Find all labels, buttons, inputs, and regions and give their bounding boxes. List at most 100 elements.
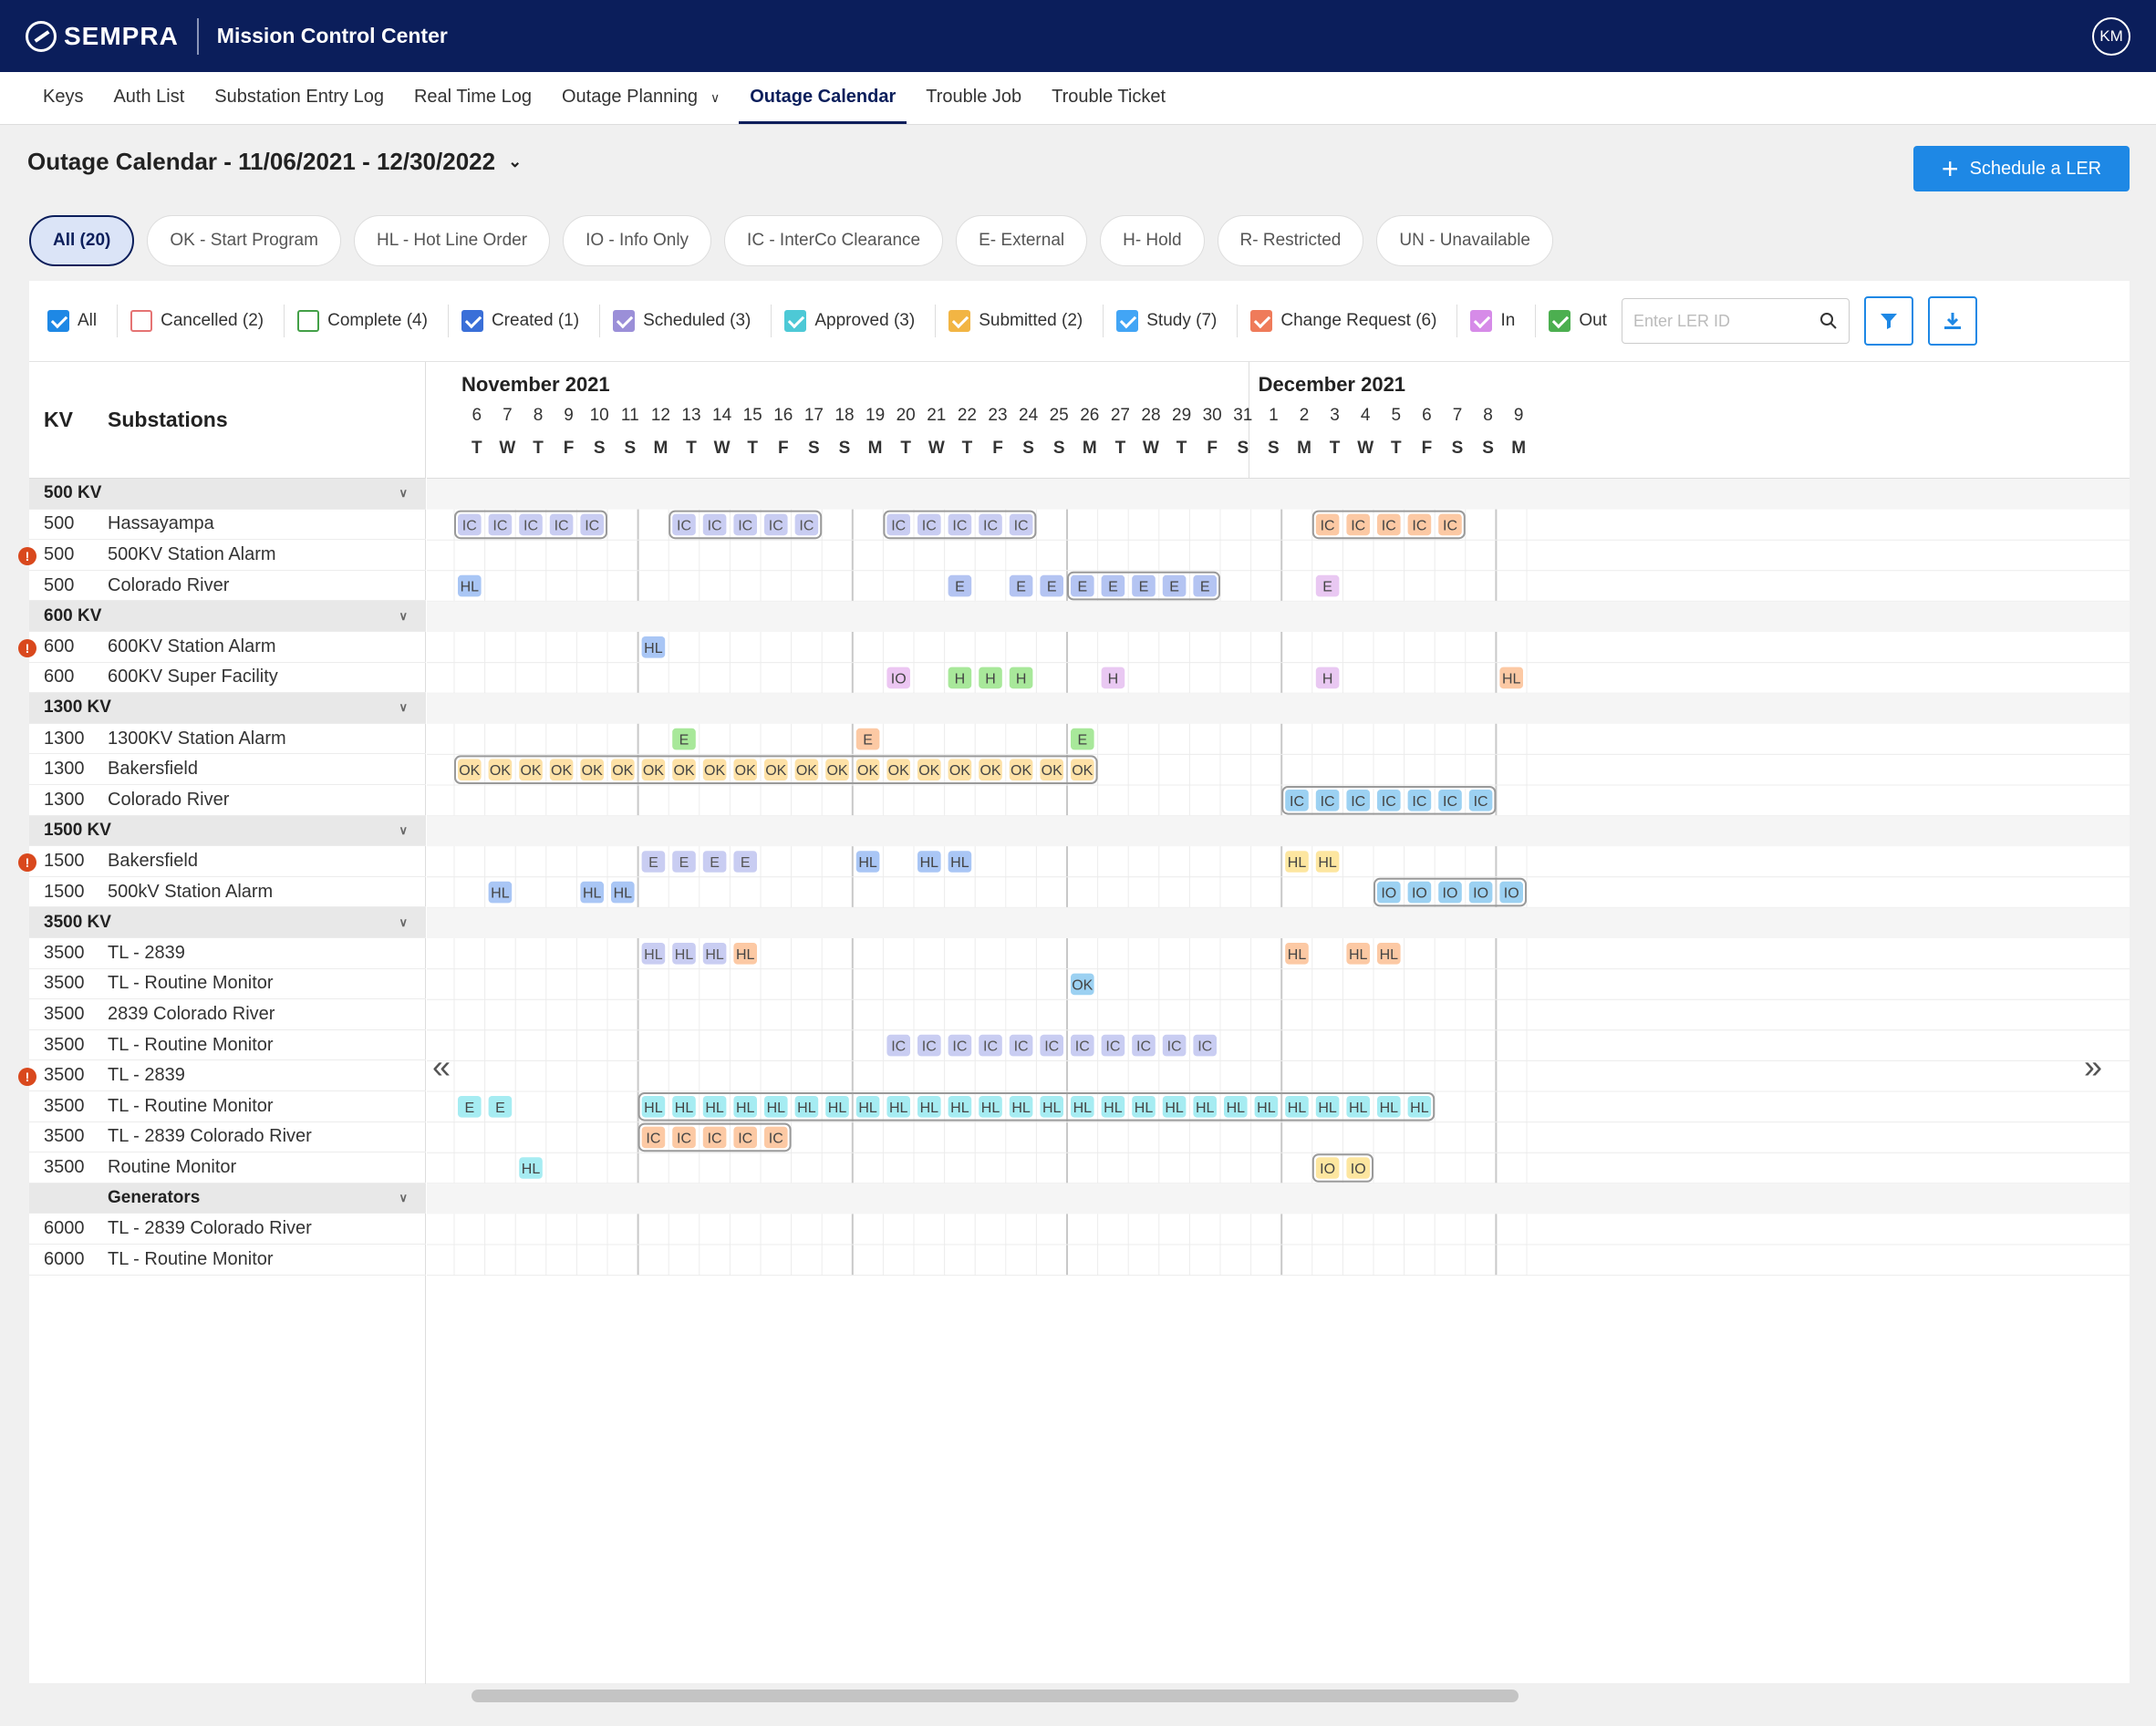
type-pill-e-external[interactable]: E- External [956,215,1088,266]
checkbox[interactable] [1250,310,1273,332]
nav-tab-real-time-log[interactable]: Real Time Log [414,73,532,124]
substation-name: TL - Routine Monitor [108,1095,274,1116]
substation-name: Routine Monitor [108,1156,237,1177]
schedule-ler-button[interactable]: + Schedule a LER [1913,146,2130,191]
outage-chip-label: OK [520,763,541,779]
checkbox[interactable] [1116,310,1139,332]
day-weekday: S [1482,439,1494,458]
checkbox[interactable] [1470,310,1493,332]
substation-row[interactable]: 3500 TL - Routine Monitor [29,969,426,1000]
calendar-range-selector[interactable]: Outage Calendar - 11/06/2021 - 12/30/202… [27,148,522,176]
substation-row[interactable]: 6000 TL - Routine Monitor [29,1245,426,1276]
checkbox[interactable] [1549,310,1571,332]
substation-name: TL - Routine Monitor [108,1034,274,1055]
nav-tab-trouble-ticket[interactable]: Trouble Ticket [1052,73,1166,124]
type-pill-h-hold[interactable]: H- Hold [1100,215,1205,266]
group-row-1500-kv[interactable]: 1500 KV ∨ [29,815,426,847]
outage-chip-h [1009,667,1033,689]
status-filter-change-request-6[interactable]: Change Request (6) [1250,310,1436,332]
substation-row[interactable]: 3500 TL - Routine Monitor [29,1091,426,1122]
outage-chip-label: HL [950,1101,969,1116]
scroll-right-icon[interactable]: » [2084,1048,2103,1085]
substation-row[interactable]: ! 500 500KV Station Alarm [18,540,426,571]
substation-row[interactable]: 3500 2839 Colorado River [29,999,426,1030]
sempra-logo[interactable]: SEMPRA [26,20,179,52]
type-pill-r-restricted[interactable]: R- Restricted [1217,215,1364,266]
substation-row[interactable]: 3500 TL - Routine Monitor [29,1030,426,1061]
substation-row[interactable]: 3500 TL - 2839 [29,938,426,969]
status-filter-study-7[interactable]: Study (7) [1116,310,1217,332]
status-filter-out[interactable]: Out [1549,310,1607,332]
group-row-3500-kv[interactable]: 3500 KV ∨ [29,907,426,938]
substation-row[interactable]: 1300 Bakersfield [29,754,426,785]
status-filter-complete-4[interactable]: Complete (4) [297,310,428,332]
horizontal-scrollbar[interactable] [472,1690,1519,1702]
substation-row[interactable]: 3500 TL - 2839 Colorado River [29,1122,426,1153]
outage-chip-label: HL [1257,1101,1276,1116]
substation-row[interactable]: 6000 TL - 2839 Colorado River [29,1214,426,1245]
substation-row[interactable]: ! 3500 TL - 2839 [18,1060,426,1091]
checkbox[interactable] [47,310,69,332]
outage-chip-ic [794,513,819,536]
day-number: 7 [1452,406,1463,425]
download-button[interactable] [1927,296,1977,346]
substation-name: TL - 2839 Colorado River [108,1126,312,1147]
checkbox[interactable] [948,310,971,332]
substation-row[interactable]: 1300 Colorado River [29,785,426,816]
group-row-1300-kv[interactable]: 1300 KV ∨ [29,693,426,724]
nav-tab-outage-calendar[interactable]: Outage Calendar [739,73,907,124]
outage-chip-label: HL [1349,947,1368,963]
group-row-generators[interactable]: Generators ∨ [29,1183,426,1214]
outage-chip-io [1315,1157,1340,1179]
day-weekday: W [1357,439,1374,458]
user-avatar[interactable]: KM [2092,17,2130,56]
status-filter-submitted-2[interactable]: Submitted (2) [948,310,1083,332]
ler-search-field[interactable] [1621,298,1850,344]
search-icon [1819,313,1837,329]
checkbox[interactable] [461,310,483,332]
substation-row[interactable]: 500 Colorado River [29,571,426,602]
outage-chip-hl [580,881,604,904]
substation-row[interactable]: 1500 500kV Station Alarm [29,877,426,908]
type-pill-all-20[interactable]: All (20) [29,215,135,266]
status-filter-created-1[interactable]: Created (1) [461,310,579,332]
outage-chip-label: H [1016,671,1027,687]
substation-row[interactable]: 500 Hassayampa [29,510,426,541]
type-pill-un-unavailable[interactable]: UN - Unavailable [1376,215,1553,266]
checkbox[interactable] [784,310,807,332]
substation-row[interactable]: ! 600 600KV Station Alarm [18,632,426,663]
outage-range-outline [454,510,607,540]
checkbox[interactable] [297,310,320,332]
nav-tab-outage-planning[interactable]: Outage Planning ∨ [562,73,720,124]
nav-tab-keys[interactable]: Keys [43,73,83,124]
status-filter-cancelled-2[interactable]: Cancelled (2) [130,310,264,332]
nav-tab-substation-entry-log[interactable]: Substation Entry Log [214,73,384,124]
filter-button[interactable] [1863,296,1913,346]
day-weekday: T [961,439,973,458]
nav-tab-auth-list[interactable]: Auth List [113,73,184,124]
type-pill-hl-hot-line-order[interactable]: HL - Hot Line Order [353,215,551,266]
nav-tab-trouble-job[interactable]: Trouble Job [926,73,1021,124]
outage-chip-ic [641,1126,666,1149]
substation-row[interactable]: ! 1500 Bakersfield [18,846,426,877]
ler-search-input[interactable] [1633,311,1819,331]
filter-separator [117,305,119,337]
status-filter-in[interactable]: In [1470,310,1515,332]
checkbox[interactable] [130,310,153,332]
type-pill-ok-start-program[interactable]: OK - Start Program [147,215,341,266]
group-row-600-kv[interactable]: 600 KV ∨ [29,601,426,632]
group-row-500-kv[interactable]: 500 KV ∨ [29,479,426,510]
substation-row[interactable]: 3500 Routine Monitor [29,1152,426,1183]
type-pill-ic-interco-clearance[interactable]: IC - InterCo Clearance [724,215,944,266]
day-number: 28 [1141,406,1161,425]
substation-row[interactable]: 1300 1300KV Station Alarm [29,724,426,755]
status-filter-approved-3[interactable]: Approved (3) [784,310,915,332]
checkbox[interactable] [613,310,636,332]
outage-chip-label: OK [888,763,909,779]
type-pill-io-info-only[interactable]: IO - Info Only [563,215,712,266]
status-filter-all[interactable]: All [47,310,97,332]
substation-row[interactable]: 600 600KV Super Facility [29,663,426,694]
scroll-left-icon[interactable]: « [432,1048,451,1085]
status-filter-scheduled-3[interactable]: Scheduled (3) [613,310,751,332]
day-number: 12 [650,406,670,425]
